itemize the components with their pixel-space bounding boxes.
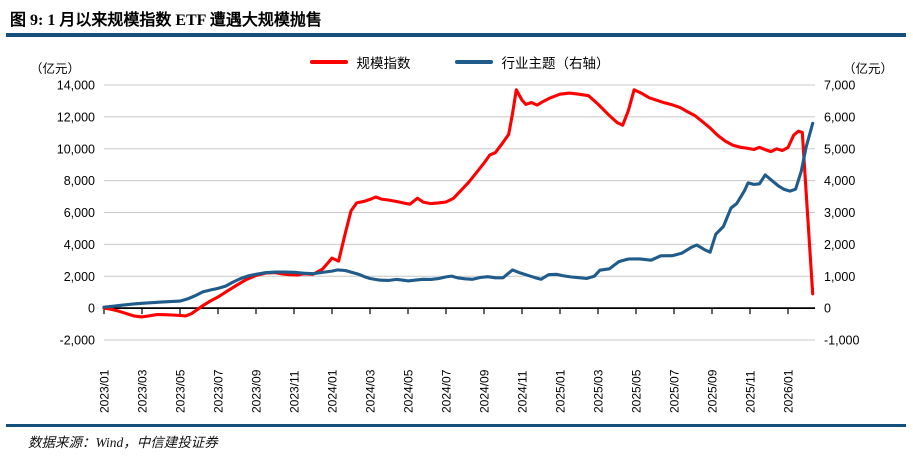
legend: 规模指数 行业主题（右轴）: [104, 52, 815, 72]
footer-divider-rule: [6, 424, 906, 427]
y-axis-label-right: 6,000: [824, 110, 855, 124]
x-axis-label: 2025/03: [592, 369, 606, 413]
y-axis-label-left: -2,000: [60, 334, 95, 348]
x-axis-label: 2025/09: [706, 369, 720, 413]
x-axis-label: 2024/05: [402, 369, 416, 413]
x-axis-label: 2023/01: [98, 369, 112, 413]
y-axis-label-left: 0: [88, 302, 95, 316]
series-line-industry-theme: [102, 121, 815, 309]
legend-line-swatch: [309, 60, 348, 64]
title-divider-rule: [6, 33, 906, 37]
x-axis-label: 2025/07: [668, 369, 682, 413]
y-axis-label-right: 1,000: [824, 270, 855, 284]
x-axis-label: 2024/09: [478, 369, 492, 413]
x-axis-label: 2023/05: [174, 369, 188, 413]
legend-line-swatch: [454, 60, 493, 64]
y-axis-label-right: 5,000: [824, 142, 855, 156]
legend-item-industry-theme: 行业主题（右轴）: [454, 52, 610, 72]
x-axis-label: 2023/03: [136, 369, 150, 413]
data-source-note: 数据来源：Wind，中信建投证券: [28, 435, 218, 450]
y-axis-label-left: 6,000: [64, 206, 95, 220]
series-line-scale-index: [102, 88, 815, 319]
left-axis-unit-label: （亿元）: [30, 62, 81, 76]
y-axis-label-right: 2,000: [824, 238, 855, 252]
y-axis-label-left: 14,000: [57, 79, 95, 93]
x-axis-label: 2025/11: [744, 370, 758, 413]
x-axis-label: 2025/01: [554, 369, 568, 413]
x-axis-label: 2023/07: [212, 369, 226, 413]
y-axis-label-right: 4,000: [824, 174, 855, 188]
x-axis-label: 2025/05: [630, 369, 644, 413]
y-axis-label-left: 2,000: [64, 270, 95, 284]
y-axis-label-right: 3,000: [824, 206, 855, 220]
y-axis-label-left: 4,000: [64, 238, 95, 252]
x-axis-label: 2024/07: [440, 369, 454, 413]
legend-item-scale-index: 规模指数: [309, 52, 411, 72]
y-axis-label-right: -1,000: [824, 334, 859, 348]
y-axis-label-left: 10,000: [57, 142, 95, 156]
legend-label: 规模指数: [356, 56, 411, 71]
x-axis-label: 2024/11: [516, 370, 530, 413]
y-axis-label-left: 8,000: [64, 174, 95, 188]
chart-title: 图 9: 1 月以来规模指数 ETF 遭遇大规模抛售: [10, 12, 322, 29]
y-axis-label-right: 0: [824, 302, 831, 316]
right-axis-unit-label: （亿元）: [843, 62, 894, 76]
x-axis-label: 2023/11: [288, 370, 302, 413]
x-axis-label: 2023/09: [250, 369, 264, 413]
y-axis-label-right: 7,000: [824, 79, 855, 93]
y-axis-label-left: 12,000: [57, 110, 95, 124]
legend-label: 行业主题（右轴）: [501, 56, 610, 71]
x-axis-label: 2024/03: [364, 369, 378, 413]
x-axis-label: 2024/01: [326, 369, 340, 413]
x-axis-label: 2026/01: [782, 369, 796, 413]
